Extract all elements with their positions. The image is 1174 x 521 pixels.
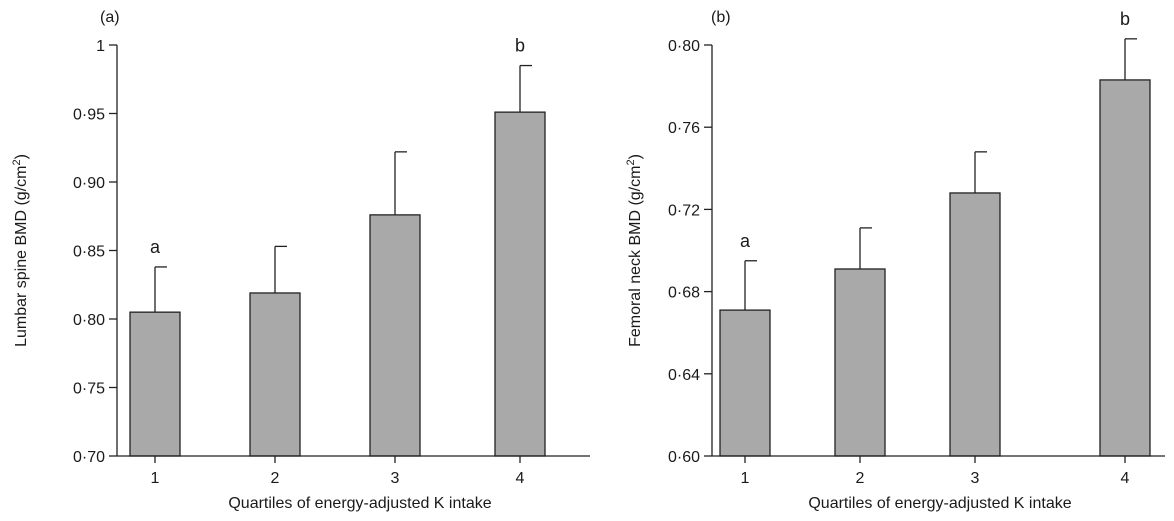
y-tick-label: 0·75 — [73, 381, 105, 398]
y-tick-label: 0·72 — [668, 202, 700, 219]
x-tick-label: 3 — [391, 470, 400, 487]
bar — [1099, 79, 1151, 457]
y-tick-label: 0·70 — [73, 449, 105, 466]
y-tick-label: 0·76 — [668, 120, 700, 137]
y-axis-label: Lumbar spine BMD (g/cm2) — [11, 154, 30, 347]
x-tick-label: 2 — [856, 470, 865, 487]
y-axis-label-sup: 2 — [625, 159, 637, 165]
y-axis-label-main: Femoral neck BMD (g/cm — [627, 166, 644, 347]
x-tick-label: 3 — [971, 470, 980, 487]
y-tick-label: 0·60 — [668, 449, 700, 466]
significance-label: a — [740, 231, 751, 251]
significance-label: a — [150, 237, 161, 257]
y-tick-label: 0·64 — [668, 367, 700, 384]
x-tick-label: 1 — [151, 470, 160, 487]
panel-b: a b 0·60 0·64 0·68 0·72 0·76 0·80 1 2 3 4 Quartiles … — [625, 9, 1165, 512]
x-tick-label: 1 — [741, 470, 750, 487]
y-tick-label: 1 — [96, 38, 105, 55]
y-axis-label: Femoral neck BMD (g/cm2) — [625, 154, 644, 347]
bar — [949, 192, 1001, 457]
x-axis-label: Quartiles of energy-adjusted K intake — [808, 495, 1071, 512]
panel-label: (b) — [711, 9, 731, 26]
bar — [369, 214, 421, 457]
y-axis-label-end: ) — [627, 154, 644, 159]
bar — [494, 111, 546, 457]
x-tick-label: 2 — [271, 470, 280, 487]
bar — [129, 311, 181, 457]
x-axis-label: Quartiles of energy-adjusted K intake — [228, 495, 491, 512]
panel-label: (a) — [100, 9, 120, 26]
y-tick-label: 0·68 — [668, 285, 700, 302]
x-tick-label: 4 — [516, 470, 525, 487]
bar — [249, 292, 301, 457]
y-tick-label: 0·80 — [668, 38, 700, 55]
significance-label: b — [1120, 9, 1130, 29]
y-axis-label-sup: 2 — [11, 159, 23, 165]
y-tick-label: 0·80 — [73, 312, 105, 329]
significance-label: b — [515, 36, 525, 56]
y-tick-label: 0·90 — [73, 175, 105, 192]
y-axis-label-end: ) — [13, 154, 30, 159]
y-tick-label: 0·95 — [73, 107, 105, 124]
bar — [834, 268, 886, 457]
panel-a: a b 0·70 0·75 0·80 0·85 0·90 0·95 1 1 2 3 4 Quartiles… — [11, 9, 590, 512]
x-tick-label: 4 — [1121, 470, 1130, 487]
bar — [719, 309, 771, 457]
y-tick-label: 0·85 — [73, 244, 105, 261]
y-axis-label-main: Lumbar spine BMD (g/cm — [13, 166, 30, 347]
